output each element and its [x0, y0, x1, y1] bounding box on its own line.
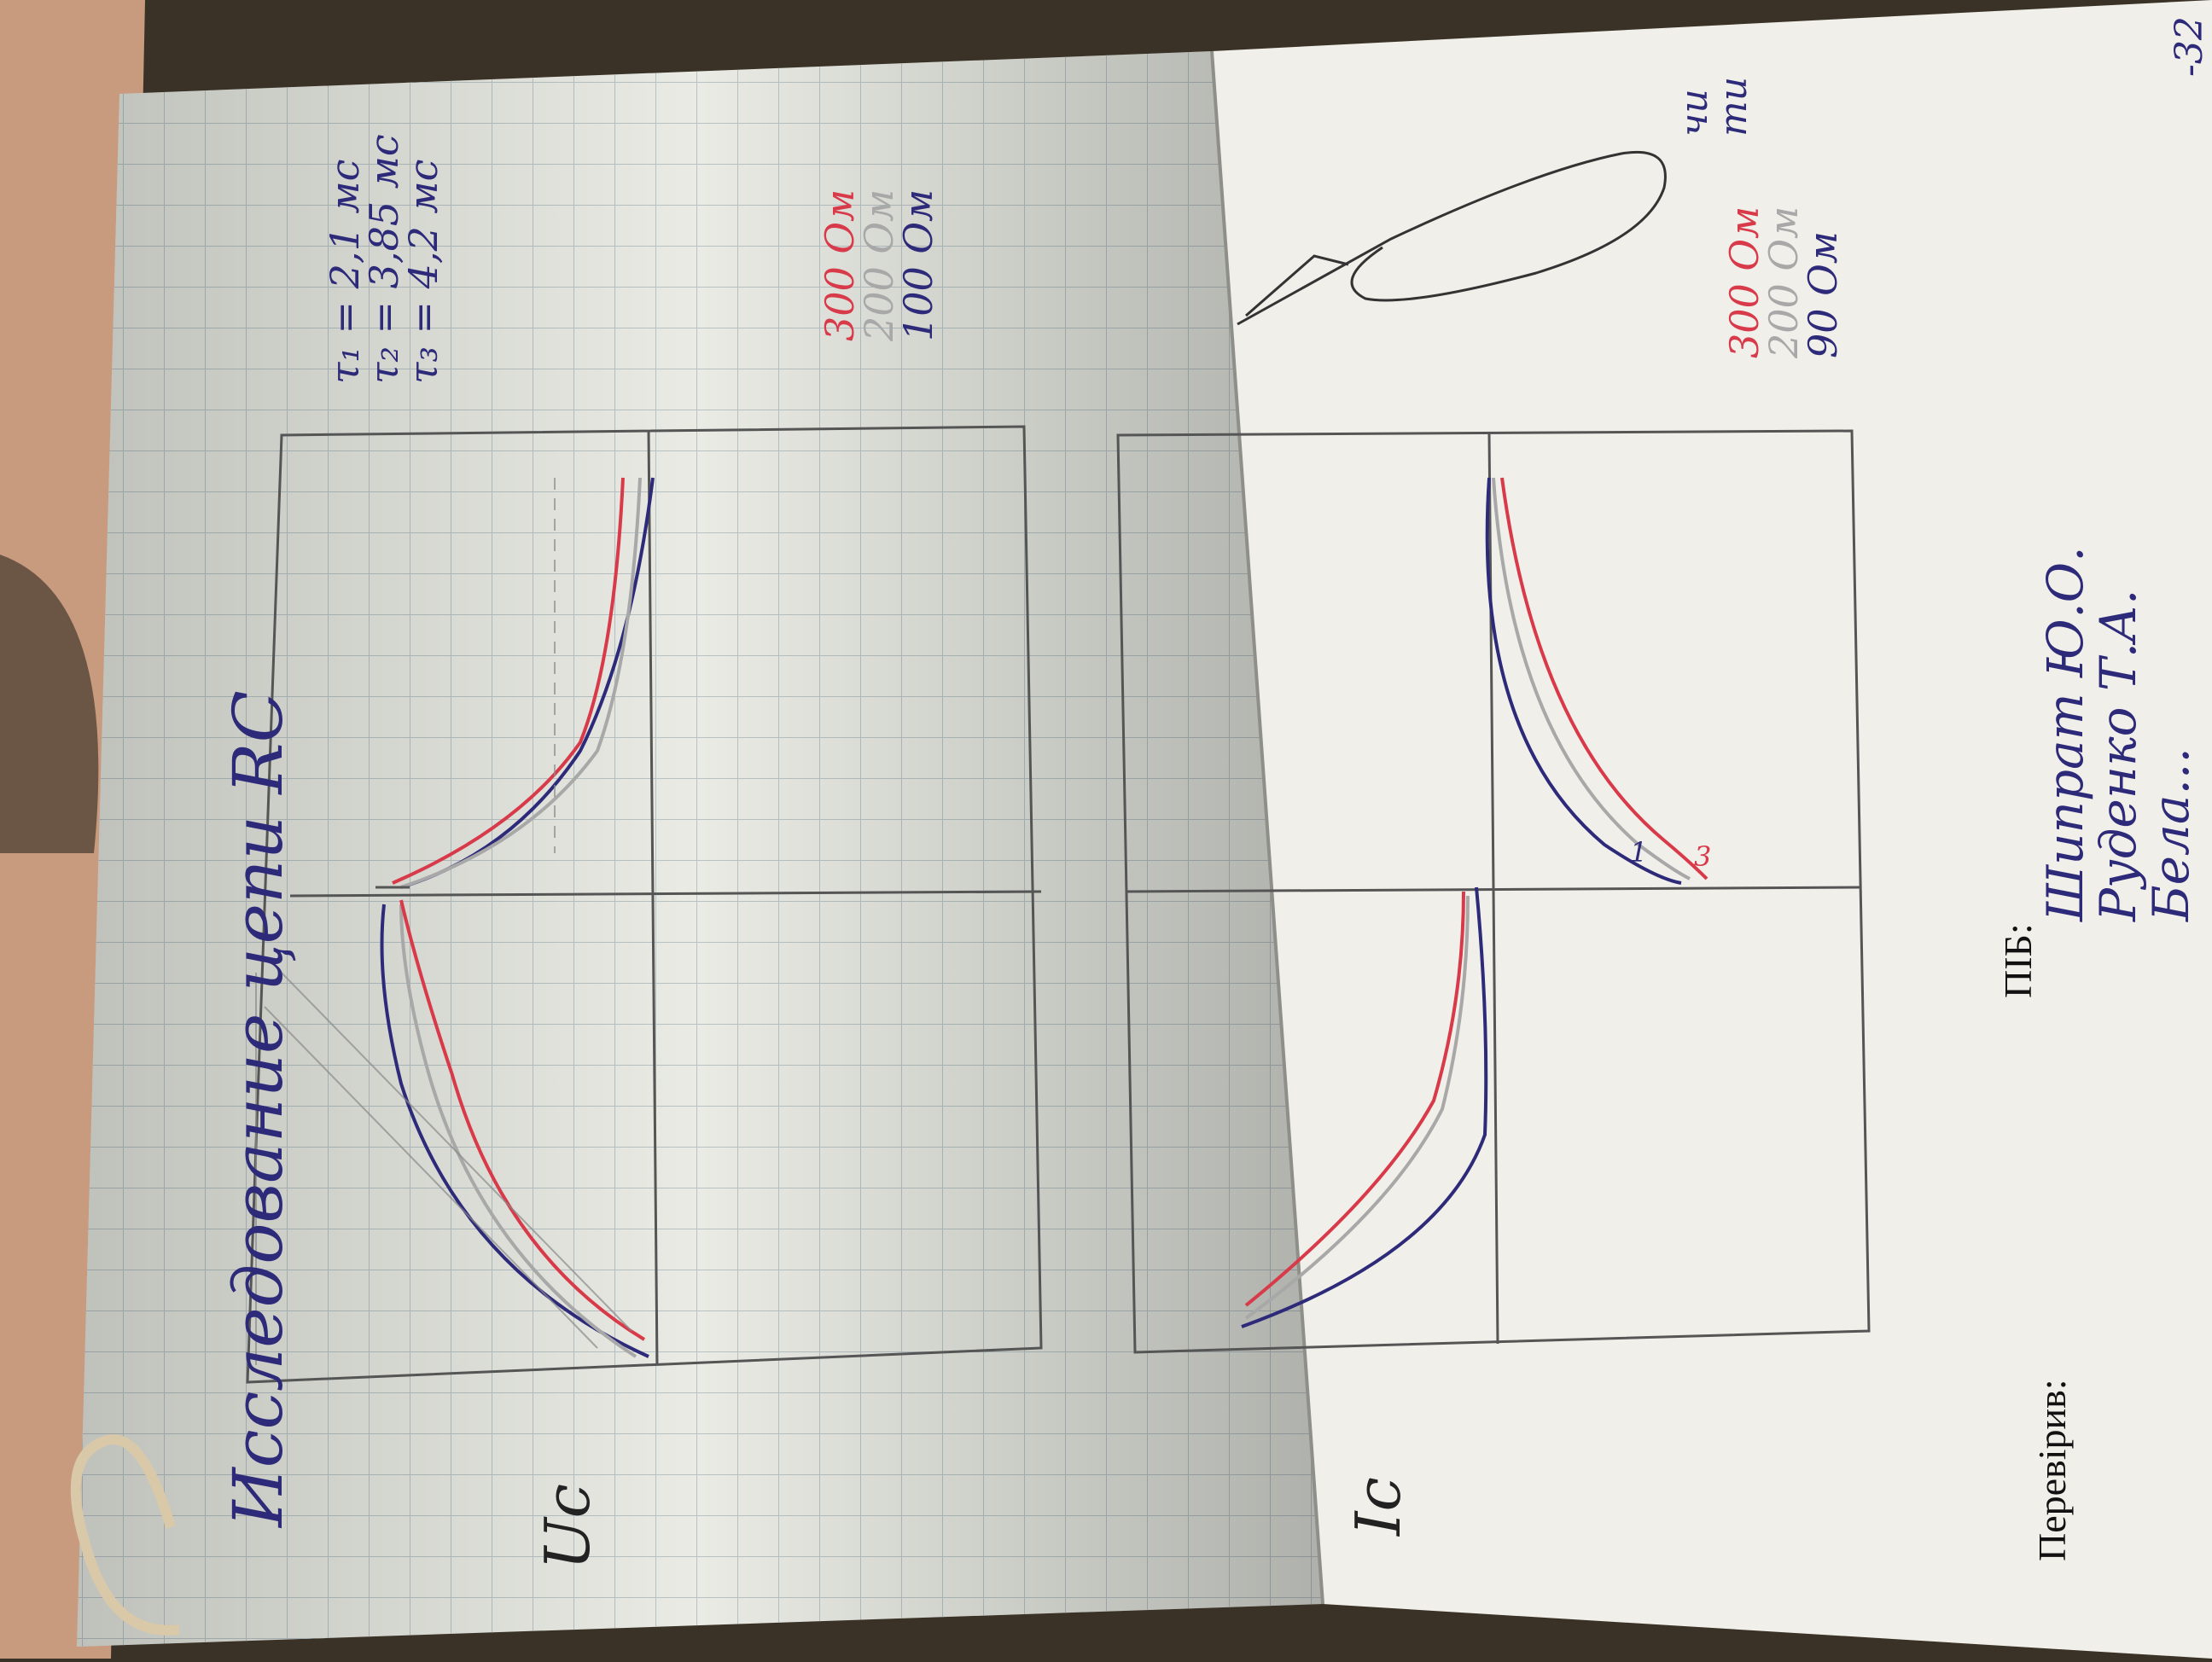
- ic-legend-200: 200 Ом: [1761, 206, 1807, 359]
- ic-curves: [1241, 477, 1708, 1328]
- checked-label-group: Перевірив:: [2030, 1379, 2074, 1561]
- pib-group: ПІБ:: [1996, 923, 2040, 998]
- fragment-1: чи: [1673, 89, 1716, 137]
- uc-plot-frame: [246, 425, 1043, 1384]
- ic-axis-label: Ic: [1342, 1477, 1414, 1537]
- ic-legend-300: 300 Ом: [1721, 206, 1767, 358]
- ic-charge-90-ohm: [1241, 886, 1488, 1328]
- ic-curve-200-ohm: [1492, 477, 1691, 880]
- checked-label: Перевірив:: [2030, 1379, 2074, 1561]
- time-constants: τ₁ = 2,1 мс τ₂ = 3,85 мс τ₃ = 4,2 мс: [322, 134, 446, 384]
- pib-names: Шипрат Ю.О. Руденко Т.А. Бела...: [2036, 546, 2200, 922]
- tau-2: τ₂ = 3,85 мс: [361, 134, 407, 384]
- ic-curve-300-ohm: [1500, 477, 1708, 880]
- uc-curves: [375, 477, 655, 1358]
- pib-label: ПІБ:: [1996, 923, 2040, 998]
- right-page: [1210, 0, 2212, 1659]
- uc-legend-100: 100 Ом: [895, 189, 941, 341]
- fragments: чи ти: [1673, 77, 1755, 137]
- marker-one: 1: [1630, 836, 1647, 869]
- ic-legend-90: 90 Ом: [1800, 231, 1846, 358]
- uc-discharge-200-ohm: [400, 477, 642, 889]
- pencil-doodle: [1237, 150, 1667, 326]
- ic-charge-200-ohm: [1244, 895, 1470, 1320]
- tau-3: τ₃ = 4,2 мс: [400, 160, 446, 384]
- tau-1: τ₁ = 2,1 мс: [322, 160, 368, 384]
- corner-group: -32: [2168, 16, 2211, 77]
- uc-curve-100-ohm: [380, 904, 649, 1358]
- paperclip-icon: [70, 1434, 180, 1636]
- uc-axis-label: Uc: [532, 1484, 603, 1570]
- skin-shadow: [0, 555, 99, 853]
- ic-curve-90-ohm: [1485, 477, 1682, 885]
- uc-curve-200-ohm: [399, 904, 637, 1358]
- ic-legend: 300 Ом 200 Ом 90 Ом: [1721, 206, 1846, 359]
- uc-construction-lines: [255, 478, 632, 1365]
- ic-charge-300-ohm: [1244, 891, 1465, 1307]
- corner-text: -32: [2168, 16, 2211, 77]
- title-group: Исследование цепи RC: [218, 690, 298, 1529]
- marker-three: 3: [1694, 840, 1711, 873]
- uc-legend-300: 300 Ом: [817, 189, 863, 341]
- uc-discharge-300-ohm: [392, 477, 625, 885]
- uc-curve-300-ohm: [399, 899, 646, 1341]
- page-title: Исследование цепи RC: [218, 690, 298, 1529]
- left-page: [77, 51, 1323, 1647]
- uc-legend: 300 Ом 200 Ом 100 Ом: [817, 189, 941, 342]
- pib-line-2: Руденко Т.А.: [2089, 590, 2147, 922]
- pib-line-3: Бела...: [2142, 747, 2200, 922]
- pib-line-1: Шипрат Ю.О.: [2036, 546, 2094, 922]
- fragment-2: ти: [1712, 77, 1755, 137]
- uc-legend-200: 200 Ом: [856, 189, 902, 342]
